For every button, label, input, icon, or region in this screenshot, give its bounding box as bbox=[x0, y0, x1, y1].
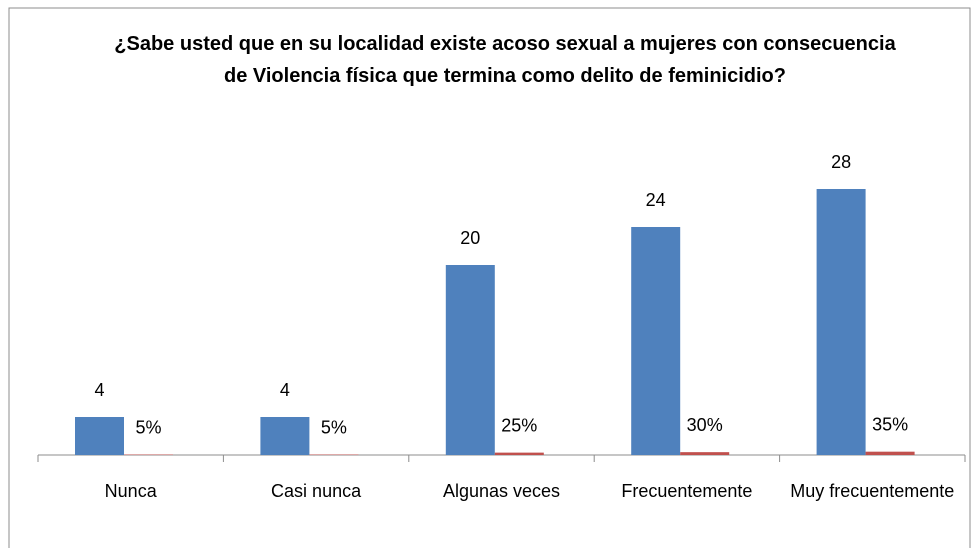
data-label: 35% bbox=[872, 414, 908, 434]
data-label: 4 bbox=[280, 380, 290, 400]
x-label-box: Muy frecuentemente bbox=[790, 481, 955, 501]
data-label: 5% bbox=[321, 417, 347, 437]
bar bbox=[260, 417, 310, 455]
x-tick-label: Algunas veces bbox=[442, 481, 561, 501]
bar bbox=[445, 265, 495, 455]
title-box: ¿Sabe usted que en su localidad existe a… bbox=[114, 33, 896, 87]
x-tick-label: Muy frecuentemente bbox=[790, 481, 955, 501]
bar bbox=[680, 452, 730, 455]
chart-title: ¿Sabe usted que en su localidad existe a… bbox=[114, 33, 896, 87]
data-label: 25% bbox=[501, 415, 537, 435]
bar bbox=[124, 454, 173, 456]
bar bbox=[494, 452, 544, 455]
x-tick-label: Frecuentemente bbox=[621, 481, 753, 501]
data-label: 28 bbox=[831, 152, 851, 172]
data-label: 24 bbox=[646, 190, 666, 210]
bar bbox=[631, 227, 681, 455]
data-label: 30% bbox=[687, 415, 723, 435]
bar bbox=[816, 189, 866, 455]
x-label-box: Algunas veces bbox=[442, 481, 561, 501]
bar bbox=[309, 454, 359, 456]
data-label: 4 bbox=[94, 380, 104, 400]
x-tick-label: Nunca bbox=[104, 481, 157, 501]
bar bbox=[865, 451, 915, 455]
x-tick-label: Casi nunca bbox=[271, 481, 362, 501]
bar bbox=[75, 417, 124, 455]
data-label: 20 bbox=[460, 228, 480, 248]
x-label-box: Nunca bbox=[104, 481, 157, 501]
x-label-box: Frecuentemente bbox=[621, 481, 753, 501]
data-label: 5% bbox=[135, 417, 161, 437]
x-label-box: Casi nunca bbox=[271, 481, 362, 501]
